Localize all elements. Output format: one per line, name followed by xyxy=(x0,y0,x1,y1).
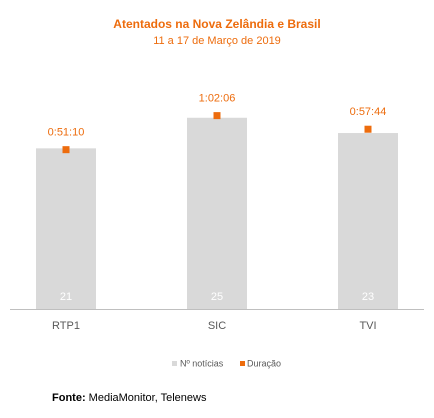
category-label: RTP1 xyxy=(52,320,80,332)
duration-marker-tvi xyxy=(364,125,372,133)
duration-label: 0:51:10 xyxy=(48,127,85,139)
category-label: SIC xyxy=(208,320,226,332)
legend-label-noticias: Nº notícias xyxy=(180,359,224,369)
duration-marker-sic xyxy=(213,112,221,120)
chart: Atentados na Nova Zelândia e Brasil 11 a… xyxy=(10,17,424,369)
bar-rtp1 xyxy=(36,148,96,309)
source-label: Fonte: xyxy=(52,392,86,404)
source-text: MediaMonitor, Telenews xyxy=(85,392,207,404)
chart-subtitle: 11 a 17 de Março de 2019 xyxy=(153,35,281,47)
source-note: Fonte: MediaMonitor, Telenews xyxy=(52,392,206,404)
bar-value-label: 21 xyxy=(60,291,72,303)
bar-value-label: 23 xyxy=(362,291,374,303)
duration-marker-rtp1 xyxy=(62,146,70,154)
plot-area: 21 0:51:10 RTP1 25 1:02:06 SIC 23 0:57:44 TVI xyxy=(10,93,424,332)
bar-tvi xyxy=(338,133,398,309)
legend-swatch-noticias xyxy=(172,361,177,366)
category-label: TVI xyxy=(359,320,376,332)
bar-sic xyxy=(187,117,247,309)
duration-label: 1:02:06 xyxy=(199,93,236,105)
chart-title: Atentados na Nova Zelândia e Brasil xyxy=(113,17,320,31)
legend-label-duracao: Duração xyxy=(247,359,281,369)
legend: Nº notícias Duração xyxy=(172,359,281,369)
duration-label: 0:57:44 xyxy=(350,106,387,118)
bar-value-label: 25 xyxy=(211,291,223,303)
legend-swatch-duracao xyxy=(240,361,245,366)
